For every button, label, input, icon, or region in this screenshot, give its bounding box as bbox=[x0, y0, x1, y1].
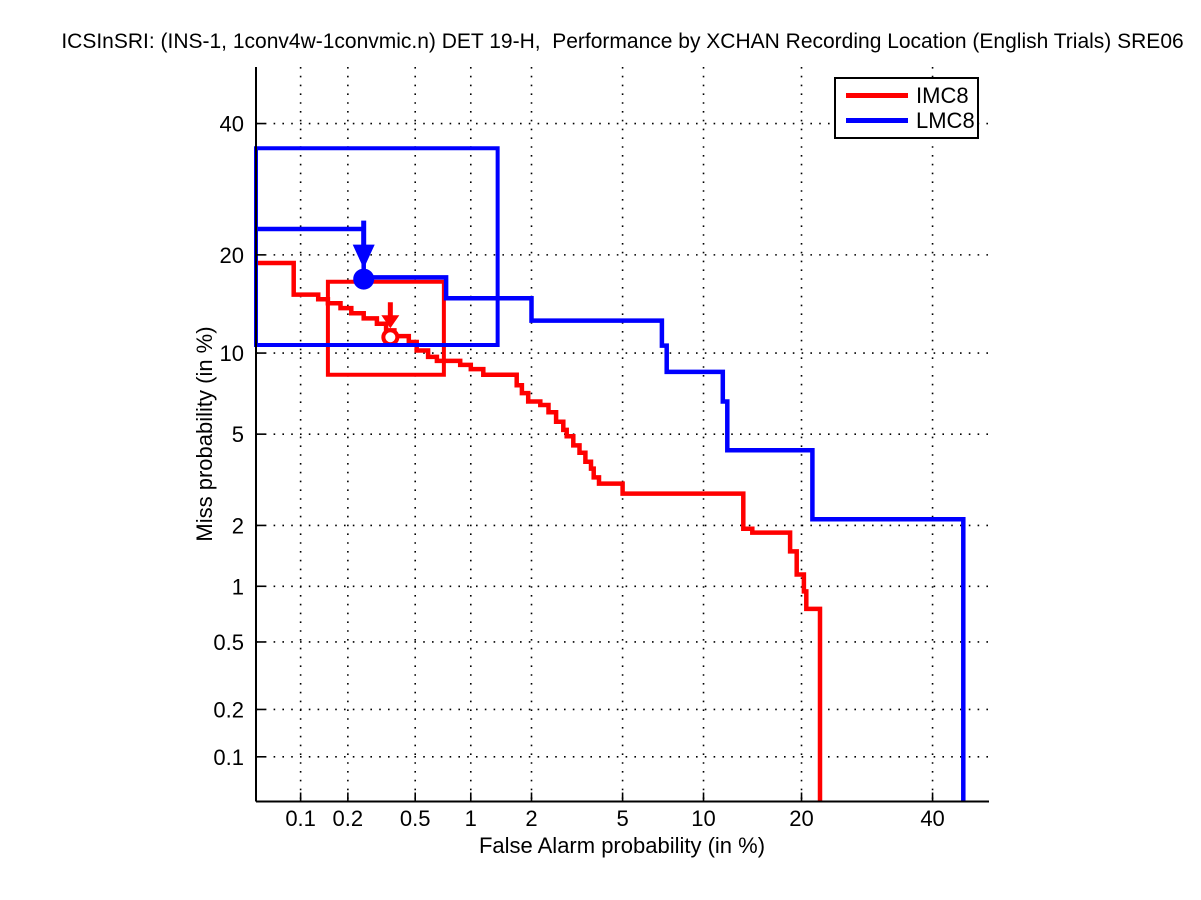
x-tick-label: 0.5 bbox=[400, 806, 431, 831]
plot-series bbox=[254, 146, 966, 802]
marker-arrow-head-lmc8 bbox=[352, 244, 375, 269]
legend-box bbox=[834, 77, 979, 139]
x-tick-label: 20 bbox=[789, 806, 813, 831]
plot-grid bbox=[256, 67, 989, 802]
y-tick-label: 2 bbox=[232, 513, 244, 538]
marker-arrow-head-imc8 bbox=[381, 315, 400, 329]
marker-circle-lmc8 bbox=[353, 268, 375, 290]
y-tick-label: 20 bbox=[220, 243, 244, 268]
x-tick-label: 10 bbox=[691, 806, 715, 831]
x-tick-label: 1 bbox=[465, 806, 477, 831]
x-axis-label: False Alarm probability (in %) bbox=[479, 833, 765, 858]
plot-axes bbox=[255, 67, 989, 803]
y-tick-label: 0.1 bbox=[213, 745, 244, 770]
det-curve-imc8 bbox=[256, 260, 823, 802]
y-tick-labels: 0.1 0.2 0.5 1 2 5 10 20 40 bbox=[213, 112, 244, 770]
marker-circle-imc8 bbox=[381, 328, 400, 347]
legend: IMC8 LMC8 bbox=[834, 77, 979, 139]
legend-label-lmc8: LMC8 bbox=[916, 108, 975, 133]
y-tick-label: 40 bbox=[220, 112, 244, 137]
x-tick-label: 2 bbox=[525, 806, 537, 831]
y-axis-label: Miss probability (in %) bbox=[192, 326, 217, 541]
x-tick-label: 5 bbox=[616, 806, 628, 831]
y-tick-label: 0.5 bbox=[213, 630, 244, 655]
roi-box-lmc8 bbox=[254, 146, 500, 347]
page-title: ICSInSRI: (INS-1, 1conv4w-1convmic.n) DE… bbox=[61, 30, 1184, 53]
x-tick-label: 0.2 bbox=[333, 806, 364, 831]
y-tick-label: 5 bbox=[232, 422, 244, 447]
det-curve-lmc8 bbox=[256, 226, 966, 802]
y-tick-label: 10 bbox=[220, 341, 244, 366]
legend-label-imc8: IMC8 bbox=[916, 83, 969, 108]
y-tick-label: 0.2 bbox=[213, 697, 244, 722]
x-tick-label: 0.1 bbox=[285, 806, 316, 831]
x-tick-labels: 0.1 0.2 0.5 1 2 5 10 20 40 bbox=[285, 806, 944, 831]
y-tick-label: 1 bbox=[232, 574, 244, 599]
x-tick-label: 40 bbox=[920, 806, 944, 831]
